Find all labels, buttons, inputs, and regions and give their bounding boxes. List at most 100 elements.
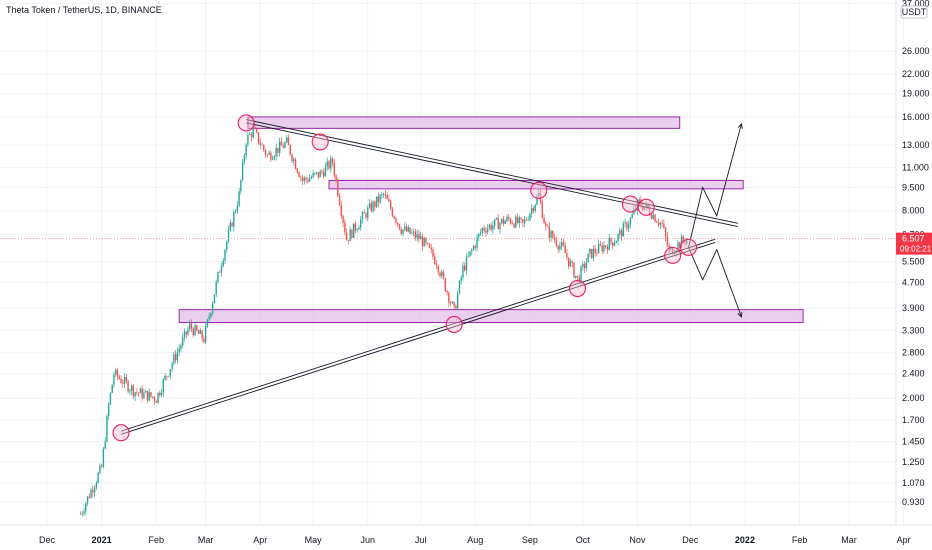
x-tick-label: Nov [629,535,646,545]
y-tick-label: 37.000 [902,0,930,9]
candle-body [613,242,616,246]
candle-body [471,249,473,252]
candle-body [677,242,679,251]
candle-body [615,241,617,243]
price-zone[interactable] [178,309,804,324]
candle-body [486,228,489,233]
pivot-marker[interactable] [637,198,655,216]
candle-body [493,219,496,226]
candle-body [573,262,575,278]
candle-body [576,275,579,278]
candle-body [649,208,651,215]
candle-body [220,265,223,273]
candle-body [303,177,306,181]
candle-body [358,227,360,230]
candle-body [356,229,358,231]
pivot-marker[interactable] [621,195,639,213]
candle-body [673,253,676,255]
candle-body [143,392,145,399]
candle-body [286,137,288,143]
candle-body [686,238,688,244]
candle-body [308,178,311,182]
pivot-marker[interactable] [112,424,130,442]
candle-body [345,232,348,241]
candle-body [169,369,172,376]
projection-path[interactable] [688,247,742,318]
pivot-markers[interactable] [112,114,698,442]
candle-body [166,375,168,377]
candle-body [393,216,395,219]
y-tick-label: 4.700 [902,278,925,288]
y-tick-label: 2.800 [902,348,925,358]
candle-body [520,217,522,220]
trendline[interactable] [120,242,716,435]
candle-body [284,142,286,148]
candle-body [333,162,335,176]
candle-body [335,175,337,180]
candle-body [342,216,344,223]
candle-body [668,245,670,250]
candle-body [254,127,256,130]
candle-body [583,263,586,269]
candle-body [152,396,154,398]
candle-body [684,241,686,244]
pivot-marker[interactable] [679,238,698,256]
candle-body [664,227,667,237]
pivot-marker[interactable] [568,279,587,298]
candle-body [418,233,420,240]
candle-body [123,377,126,384]
candle-body [476,237,478,248]
candle-body [538,193,540,197]
projection-path[interactable] [688,123,742,248]
candle-body [360,219,362,228]
candle-body [129,390,131,392]
candle-body [137,392,140,394]
candle-body [492,225,494,230]
candle-body [582,263,584,267]
projection-arrows[interactable] [688,122,743,318]
trendline[interactable] [120,238,716,432]
candle-body [402,229,404,234]
candle-body [326,161,328,167]
candle-body [545,223,547,226]
candle-body [167,375,170,377]
pivot-marker[interactable] [237,114,255,132]
candle-body [164,375,166,380]
candle-body [513,223,515,228]
pivot-marker[interactable] [530,181,548,199]
candle-body [301,177,304,181]
candle-body [178,348,180,352]
candle-body [612,242,614,246]
candle-body [419,236,422,240]
candle-body [330,158,332,169]
currency-badge[interactable]: USDT [900,5,928,19]
candle-body [432,249,434,257]
price-axis-labels: 37.000 26.000 22.000 19.000 16.000 13.000 11.0… [902,0,930,507]
trendline[interactable] [246,119,738,224]
x-tick-label: Sep [522,535,538,545]
tradingview-logo[interactable] [2,531,18,547]
candle-body [437,265,439,273]
candle-body [523,219,526,223]
candle-body [150,392,152,397]
candle-body [453,301,455,306]
candle-body [636,200,639,211]
candle-body [578,277,580,282]
candle-body [146,390,149,401]
candle-body [596,252,598,254]
pivot-marker[interactable] [311,133,329,151]
x-tick-label: Dec [682,535,699,545]
candle-body [282,145,284,148]
candle-body [97,473,99,483]
price-zone[interactable] [247,116,681,129]
candle-body [291,154,293,161]
pivot-marker[interactable] [664,246,682,264]
candle-body [650,214,653,219]
candle-body [441,271,443,277]
candle-body [319,171,321,178]
currency-badge-label: USDT [902,7,927,17]
pivot-marker[interactable] [445,315,463,334]
candle-body [446,291,448,293]
horizontal-zones[interactable] [178,116,804,324]
